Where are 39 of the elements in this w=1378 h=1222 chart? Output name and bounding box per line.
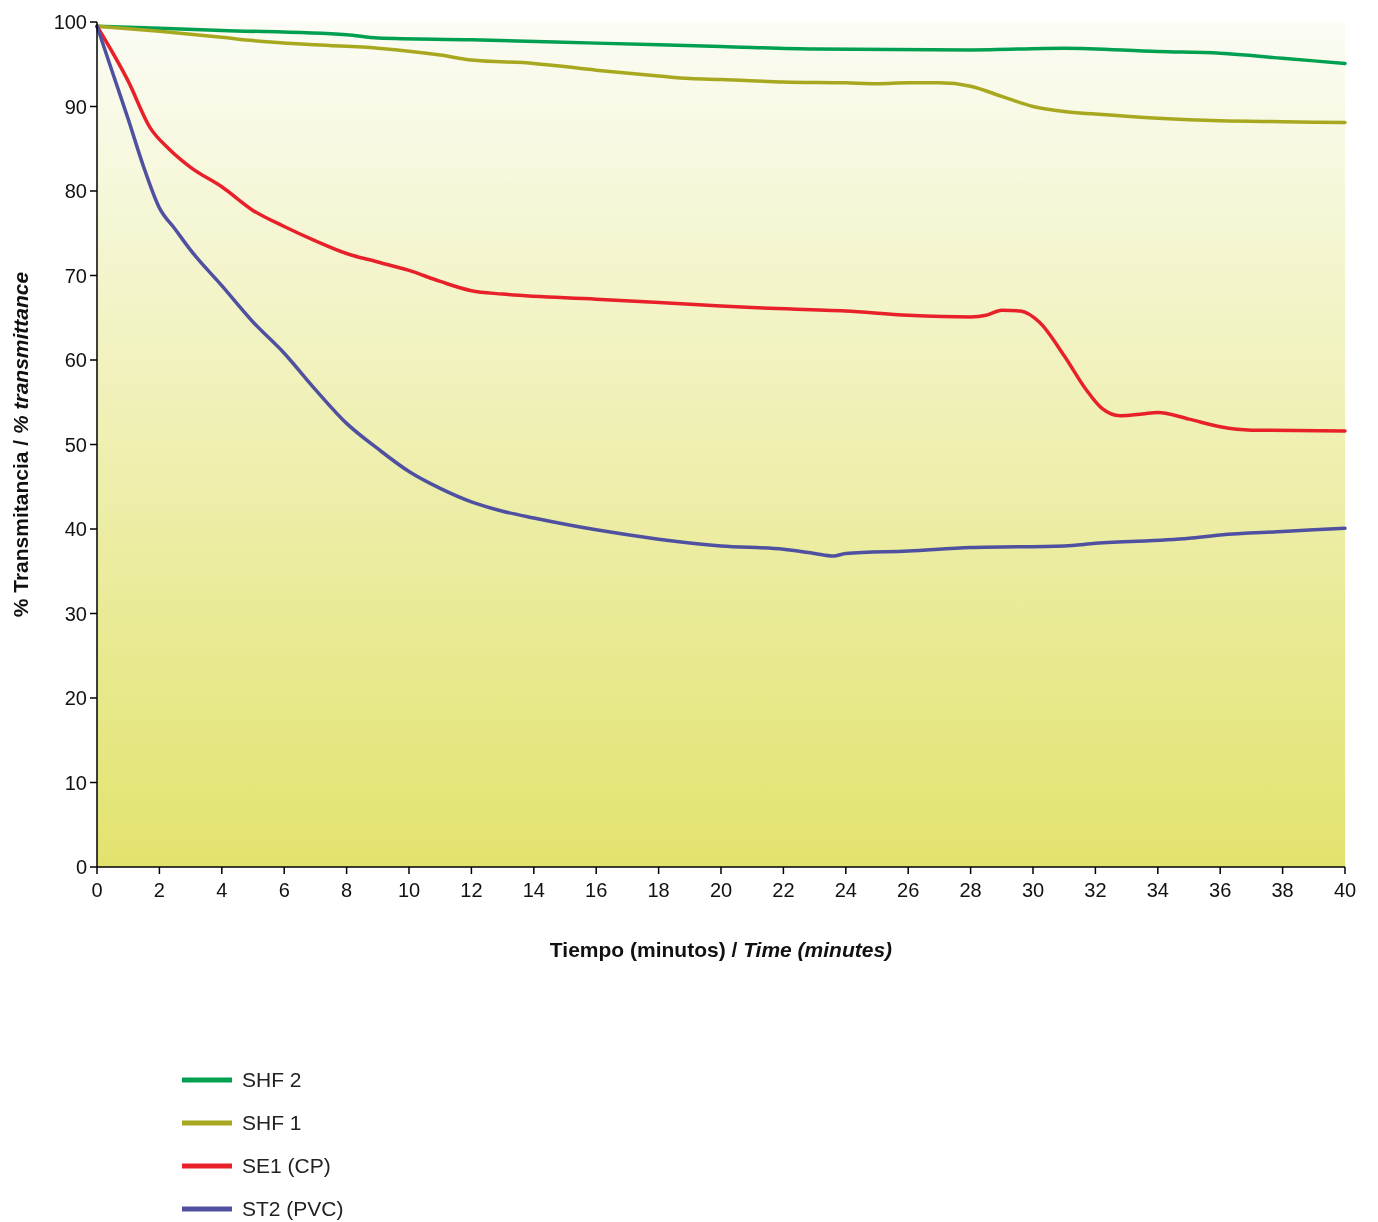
x-tick-label: 14 [522, 879, 545, 901]
x-tick-label: 26 [897, 879, 920, 901]
x-tick-label: 8 [341, 879, 353, 901]
x-tick-label: 34 [1146, 879, 1169, 901]
legend-label: SHF 1 [242, 1111, 302, 1135]
x-tick-label: 16 [585, 879, 608, 901]
x-tick-label: 12 [460, 879, 483, 901]
x-tick-label: 32 [1084, 879, 1107, 901]
x-tick-label: 38 [1271, 879, 1294, 901]
y-tick-label: 10 [64, 771, 87, 794]
x-tick-label: 30 [1021, 879, 1045, 901]
x-axis-title: Tiempo (minutos) / Time (minutes) [549, 938, 893, 961]
x-tick-label: 36 [1209, 879, 1232, 901]
legend-label: ST2 (PVC) [242, 1197, 344, 1221]
x-tick-label: 20 [709, 879, 733, 901]
y-tick-label: 50 [64, 433, 87, 456]
x-tick-label: 4 [216, 879, 228, 901]
x-tick-label: 22 [772, 879, 795, 901]
y-axis-title: % Transmitancia / % transmittance [9, 271, 32, 618]
y-tick-label: 80 [64, 180, 87, 202]
x-tick-label: 28 [959, 879, 982, 901]
y-tick-label: 90 [64, 95, 87, 118]
x-tick-label: 40 [1333, 879, 1357, 901]
y-tick-label: 0 [75, 856, 87, 878]
y-tick-label: 70 [64, 264, 87, 287]
x-tick-label: 18 [647, 879, 670, 901]
y-tick-label: 20 [64, 687, 87, 709]
legend-label: SHF 2 [242, 1068, 302, 1092]
x-tick-label: 24 [834, 879, 857, 901]
y-tick-label: 40 [64, 518, 87, 540]
x-tick-label: 0 [91, 879, 103, 901]
legend-label: SE1 (CP) [242, 1154, 331, 1178]
line-series [95, 24, 1347, 558]
y-tick-label: 100 [53, 11, 87, 33]
y-tick-label: 60 [64, 349, 87, 371]
y-tick-label: 30 [64, 602, 87, 625]
x-tick-label: 6 [278, 879, 290, 901]
x-tick-label: 10 [397, 879, 421, 901]
x-tick-label: 2 [153, 879, 165, 901]
